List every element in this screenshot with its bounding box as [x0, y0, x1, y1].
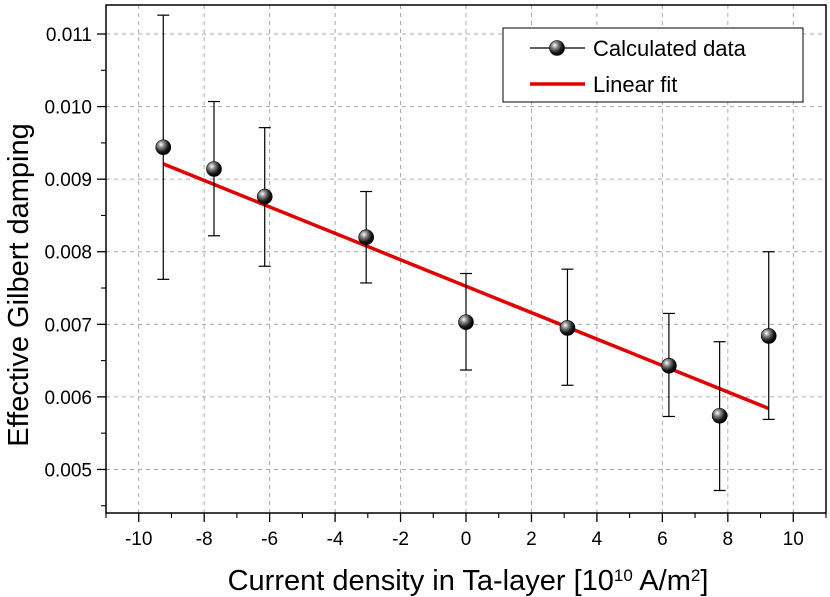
y-axis-title: Effective Gilbert damping	[3, 123, 35, 446]
y-tick-label: 0.006	[44, 388, 92, 409]
data-point	[711, 407, 728, 424]
data-point	[155, 139, 172, 156]
x-tick-label: -6	[261, 529, 278, 550]
y-tick-label: 0.009	[44, 170, 92, 191]
x-tick-label: -4	[327, 529, 344, 550]
data-point	[760, 328, 777, 344]
y-tick-label: 0.007	[44, 315, 92, 336]
x-axis-title-exponent: 10	[614, 566, 633, 585]
y-tick-labels: 0.005 0.006 0.007 0.008 0.009 0.010 0.011	[44, 25, 92, 481]
x-tick-label: -2	[392, 529, 409, 550]
legend: Calculated data Linear fit	[502, 27, 804, 103]
data-point	[358, 229, 374, 246]
x-axis-title-close: ]	[700, 565, 708, 597]
legend-data-marker	[549, 40, 565, 56]
axis-ticks	[97, 33, 827, 522]
x-tick-label: 0	[461, 529, 472, 550]
data-point	[256, 188, 273, 205]
x-tick-labels: -10 -8 -6 -4 -2 0 2 4 6 8 10	[125, 529, 804, 550]
x-tick-label: 10	[783, 529, 804, 550]
legend-label-linear-fit: Linear fit	[593, 72, 677, 97]
x-tick-label: 4	[592, 529, 603, 550]
data-point	[559, 320, 576, 336]
x-tick-label: -8	[196, 529, 213, 550]
y-tick-label: 0.010	[44, 98, 92, 119]
legend-label-calculated-data: Calculated data	[593, 36, 747, 61]
x-axis-title: Current density in Ta-layer [1010 A/m2]	[228, 565, 709, 597]
y-tick-label: 0.005	[44, 460, 92, 481]
y-tick-label: 0.008	[44, 243, 92, 264]
x-tick-label: 6	[657, 529, 668, 550]
x-axis-title-unit: A/m	[633, 565, 691, 597]
data-point	[661, 357, 677, 374]
x-axis-title-main: Current density in Ta-layer [10	[228, 565, 614, 597]
x-axis-title-unit-exponent: 2	[691, 566, 700, 585]
x-tick-label: 8	[723, 529, 734, 550]
data-point	[458, 314, 474, 330]
data-point	[206, 161, 222, 177]
legend-box	[502, 27, 804, 103]
y-tick-label: 0.011	[46, 25, 92, 46]
data-points	[155, 139, 777, 424]
x-tick-label: 2	[526, 529, 537, 550]
x-tick-label: -10	[125, 529, 152, 550]
